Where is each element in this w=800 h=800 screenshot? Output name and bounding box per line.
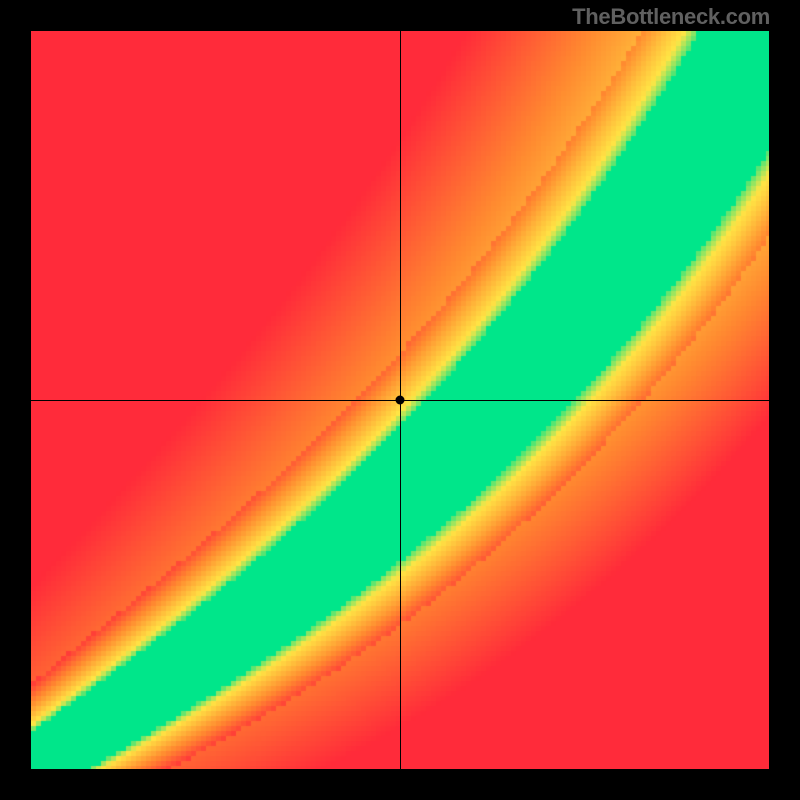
outer-frame: TheBottleneck.com	[0, 0, 800, 800]
center-point-marker	[396, 396, 405, 405]
watermark-text: TheBottleneck.com	[572, 4, 770, 30]
